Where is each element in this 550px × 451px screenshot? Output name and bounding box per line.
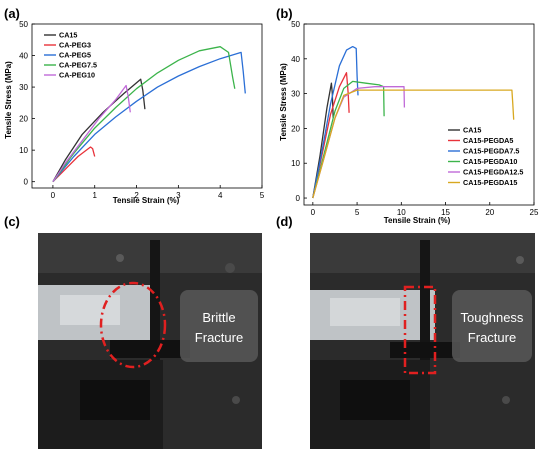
toughness-fracture-line1: Toughness: [461, 310, 524, 325]
chart-a-xtick-label: 1: [93, 191, 98, 200]
chart-a-ytick-label: 20: [19, 115, 28, 124]
brittle-fracture-line1: Brittle: [202, 310, 235, 325]
chart-a-xlabel: Tensile Strain (%): [113, 196, 180, 205]
chart-b-ytick-label: 20: [291, 124, 300, 133]
chart-b-ytick-label: 30: [291, 90, 300, 99]
chart-a-ytick-label: 50: [19, 20, 28, 29]
chart-b-xtick-label: 25: [530, 208, 539, 217]
chart-a-xtick-label: 0: [51, 191, 56, 200]
chart-b-xlabel: Tensile Strain (%): [384, 216, 451, 225]
series-line-ca-peg10: [52, 84, 131, 183]
brittle-fracture-badge: [180, 290, 258, 362]
chart-a-ytick-label: 40: [19, 52, 28, 61]
chart-a-xtick-label: 5: [260, 191, 265, 200]
series-line-ca15-pegda15: [312, 89, 515, 199]
legend-label: CA15-PEGDA12.5: [463, 168, 523, 177]
chart-a-xtick-label: 2: [134, 191, 139, 200]
legend-label: CA-PEG7.5: [59, 61, 97, 70]
legend-label: CA15-PEGDA7.5: [463, 147, 519, 156]
panel-label-c: (c): [4, 214, 20, 229]
chart-b-xtick-label: 20: [485, 208, 494, 217]
chart-b-xtick-label: 10: [397, 208, 406, 217]
legend-label: CA-PEG10: [59, 71, 95, 80]
legend-label: CA-PEG3: [59, 41, 91, 50]
chart-a-frame: [31, 23, 263, 189]
panel-label-a: (a): [4, 6, 20, 21]
chart-b-ylabel: Tensile Stress (MPa): [279, 63, 288, 141]
legend-label: CA-PEG5: [59, 51, 91, 60]
chart-a-xtick-label: 3: [176, 191, 181, 200]
series-line-ca-peg5: [52, 51, 246, 183]
fracture-highlight-rect: [403, 285, 437, 375]
toughness-fracture-badge: [452, 290, 532, 362]
chart-b-ytick-label: 50: [291, 20, 300, 29]
photo-brittle-fracture: Brittle Fracture: [38, 233, 262, 449]
legend-label: CA15-PEGDA15: [463, 178, 517, 187]
chart-b-ytick-label: 0: [296, 194, 301, 203]
legend-label: CA15-PEGDA5: [463, 136, 513, 145]
chart-a-ytick-label: 0: [24, 178, 29, 187]
chart-b-frame: [303, 23, 535, 206]
chart-b-ytick-label: 40: [291, 55, 300, 64]
chart-b-ytick-label: 10: [291, 159, 300, 168]
series-line-ca-peg3: [52, 146, 96, 183]
chart-a-ytick-label: 10: [19, 146, 28, 155]
chart-b-xtick-label: 5: [355, 208, 360, 217]
panel-label-b: (b): [276, 6, 293, 21]
chart-a-xtick-label: 4: [218, 191, 223, 200]
chart-b-xtick-label: 15: [441, 208, 450, 217]
chart-b-plot-area: 0 5 10 15 20 25 0 10 20 30 40 50: [291, 20, 539, 217]
legend-label: CA15: [463, 126, 481, 135]
series-line-ca-peg7-5: [52, 46, 236, 183]
legend-label: CA15-PEGDA10: [463, 157, 517, 166]
chart-b-xtick-label: 0: [311, 208, 316, 217]
toughness-fracture-line2: Fracture: [468, 330, 516, 345]
series-line-ca15-pegda7-5: [312, 45, 359, 199]
chart-a-ytick-label: 30: [19, 83, 28, 92]
chart-a-ylabel: Tensile Stress (MPa): [4, 61, 13, 139]
photo-toughness-fracture: Toughness Fracture: [310, 233, 535, 449]
legend-label: CA15: [59, 31, 77, 40]
brittle-fracture-line2: Fracture: [195, 330, 243, 345]
panel-label-d: (d): [276, 214, 293, 229]
fracture-highlight-ellipse: [99, 281, 167, 369]
